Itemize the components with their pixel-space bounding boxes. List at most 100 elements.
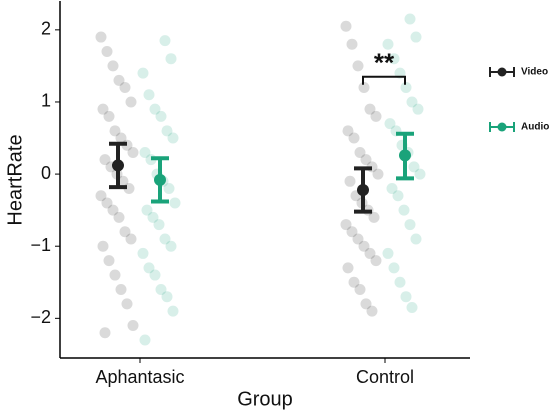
- raw-point: [167, 132, 179, 144]
- raw-point: [97, 103, 109, 115]
- raw-point: [119, 82, 131, 94]
- raw-point: [95, 190, 107, 202]
- raw-point: [159, 35, 171, 47]
- y-tick-label: 0: [41, 163, 51, 183]
- raw-point: [103, 255, 115, 267]
- raw-point: [125, 233, 137, 245]
- x-axis-label: Group: [237, 388, 293, 410]
- raw-point: [165, 240, 177, 252]
- raw-point: [117, 175, 129, 187]
- raw-point: [392, 190, 404, 202]
- raw-point: [372, 168, 384, 180]
- raw-point: [414, 168, 426, 180]
- raw-point: [99, 327, 111, 339]
- significance-label: **: [374, 48, 395, 78]
- raw-point: [344, 175, 356, 187]
- raw-point: [147, 211, 159, 223]
- raw-point: [404, 13, 416, 25]
- raw-point: [113, 74, 125, 86]
- raw-point: [406, 96, 418, 108]
- raw-point: [408, 161, 420, 173]
- mean-point: [154, 173, 166, 186]
- legend-dot: [497, 122, 507, 132]
- raw-point: [404, 219, 416, 231]
- raw-point: [127, 320, 139, 332]
- raw-point: [121, 298, 133, 310]
- raw-point: [340, 20, 352, 32]
- raw-point: [125, 96, 137, 108]
- raw-point: [388, 53, 400, 65]
- raw-point: [358, 82, 370, 94]
- raw-point: [348, 276, 360, 288]
- raw-point: [352, 233, 364, 245]
- raw-point: [155, 110, 167, 122]
- raw-point: [115, 283, 127, 295]
- raw-point: [400, 82, 412, 94]
- raw-point: [165, 53, 177, 65]
- raw-point: [342, 125, 354, 137]
- y-tick-label: −2: [30, 307, 51, 327]
- raw-point: [360, 298, 372, 310]
- raw-point: [348, 132, 360, 144]
- raw-point: [412, 103, 424, 115]
- raw-point: [149, 269, 161, 281]
- raw-point: [366, 305, 378, 317]
- raw-point: [394, 276, 406, 288]
- raw-point: [161, 125, 173, 137]
- mean-point: [112, 159, 124, 172]
- legend-label: Audio: [521, 122, 549, 133]
- raw-point: [400, 291, 412, 303]
- raw-point: [109, 125, 121, 137]
- raw-point: [163, 183, 175, 195]
- legend-dot: [497, 67, 507, 77]
- raw-point: [169, 197, 181, 209]
- raw-point: [141, 204, 153, 216]
- raw-point: [358, 240, 370, 252]
- raw-point: [342, 262, 354, 274]
- raw-point: [368, 211, 380, 223]
- raw-point: [346, 226, 358, 238]
- y-tick-label: 1: [41, 91, 51, 111]
- raw-point: [406, 302, 418, 314]
- raw-point: [364, 247, 376, 259]
- raw-point: [161, 291, 173, 303]
- raw-point: [159, 233, 171, 245]
- raw-point: [101, 45, 113, 57]
- raw-point: [115, 132, 127, 144]
- raw-point: [139, 146, 151, 158]
- legend-label: Video: [521, 67, 548, 78]
- raw-point: [360, 154, 372, 166]
- raw-point: [364, 103, 376, 115]
- raw-point: [382, 38, 394, 50]
- raw-point: [398, 204, 410, 216]
- raw-point: [346, 38, 358, 50]
- raw-point: [113, 211, 125, 223]
- raw-point: [137, 67, 149, 79]
- y-axis-label: HeartRate: [4, 134, 26, 225]
- raw-point: [354, 146, 366, 158]
- raw-point: [95, 31, 107, 43]
- raw-point: [149, 103, 161, 115]
- mean-point: [399, 149, 411, 162]
- raw-point: [103, 110, 115, 122]
- raw-point: [155, 283, 167, 295]
- raw-point: [119, 226, 131, 238]
- raw-point: [167, 305, 179, 317]
- raw-point: [99, 154, 111, 166]
- raw-point: [139, 334, 151, 346]
- raw-point: [382, 247, 394, 259]
- raw-point: [352, 60, 364, 72]
- raw-point: [101, 197, 113, 209]
- y-tick-label: −1: [30, 235, 51, 255]
- raw-point: [127, 146, 139, 158]
- raw-point: [410, 31, 422, 43]
- x-tick-label: Control: [356, 367, 414, 387]
- significance-bracket: [362, 75, 406, 85]
- raw-point: [143, 89, 155, 101]
- raw-point: [370, 255, 382, 267]
- y-tick-label: 2: [41, 19, 51, 39]
- raw-point: [388, 262, 400, 274]
- raw-point: [153, 219, 165, 231]
- raw-point: [370, 110, 382, 122]
